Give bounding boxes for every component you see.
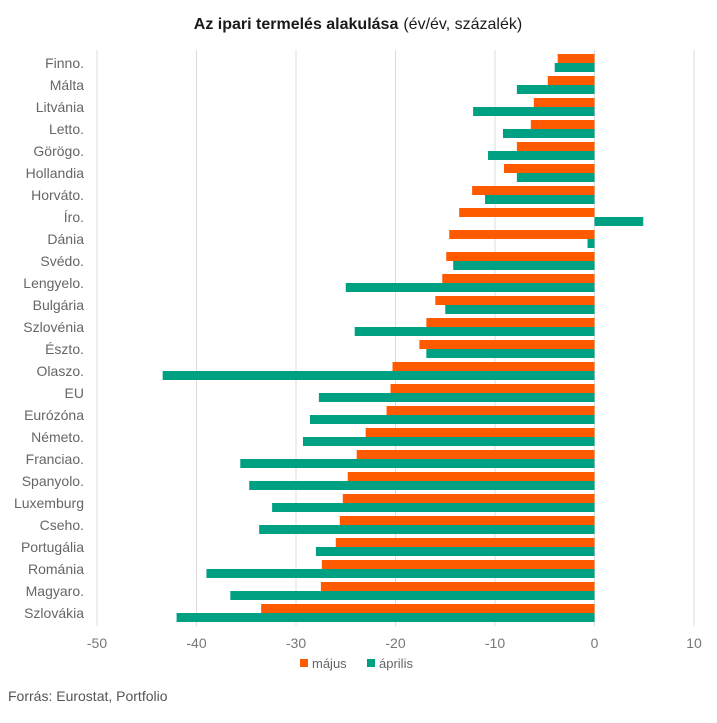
bar-aprilis xyxy=(206,569,595,578)
bar-majus xyxy=(557,54,595,63)
bar-aprilis xyxy=(230,591,595,600)
category-label: Málta xyxy=(50,77,84,93)
category-label: Hollandia xyxy=(26,165,85,181)
bar-majus xyxy=(459,208,595,217)
bar-aprilis xyxy=(445,305,595,314)
bar-aprilis xyxy=(594,217,644,226)
chart-title: Az ipari termelés alakulása xyxy=(194,16,399,33)
x-tick-label: 10 xyxy=(686,635,702,651)
bar-majus xyxy=(435,296,595,305)
bar-aprilis xyxy=(302,437,595,446)
category-label: Németo. xyxy=(31,429,84,445)
category-label: Románia xyxy=(28,561,84,577)
bar-aprilis xyxy=(516,85,595,94)
category-label: Litvánia xyxy=(36,99,84,115)
bar-aprilis xyxy=(249,481,595,490)
bar-majus xyxy=(442,274,595,283)
bar-aprilis xyxy=(502,129,595,138)
bar-aprilis xyxy=(240,459,595,468)
bar-aprilis xyxy=(272,503,595,512)
bar-aprilis xyxy=(516,173,595,182)
bar-majus xyxy=(339,516,595,525)
bar-aprilis xyxy=(259,525,595,534)
x-tick-label: -50 xyxy=(87,635,107,651)
bars xyxy=(162,54,644,622)
bar-majus xyxy=(392,362,595,371)
bar-majus xyxy=(426,318,595,327)
x-tick-label: -20 xyxy=(385,635,405,651)
category-label: Olaszo. xyxy=(37,363,84,379)
x-tick-label: 0 xyxy=(591,635,599,651)
bar-majus xyxy=(446,252,595,261)
bar-majus xyxy=(356,450,595,459)
chart-title-group: Az ipari termelés alakulása (év/év, száza… xyxy=(194,16,522,33)
bar-majus xyxy=(390,384,595,393)
legend: május április xyxy=(300,656,413,671)
bar-majus xyxy=(516,142,595,151)
bar-aprilis xyxy=(473,107,595,116)
category-label: Franciao. xyxy=(26,451,84,467)
source-note: Forrás: Eurostat, Portfolio xyxy=(8,688,168,704)
chart-subtitle: (év/év, százalék) xyxy=(403,16,522,33)
bar-majus xyxy=(342,494,595,503)
bar-majus xyxy=(261,604,595,613)
legend-swatch xyxy=(367,659,375,667)
x-tick-label: -40 xyxy=(186,635,206,651)
bar-majus xyxy=(335,538,595,547)
bar-majus xyxy=(449,230,595,239)
category-label: Svédo. xyxy=(40,253,84,269)
bar-majus xyxy=(321,560,595,569)
category-label: Észto. xyxy=(45,341,84,357)
bar-majus xyxy=(365,428,595,437)
bar-aprilis xyxy=(315,547,595,556)
category-label: Íro. xyxy=(64,209,84,225)
bar-aprilis xyxy=(162,371,595,380)
category-label: Portugália xyxy=(21,539,84,555)
bar-majus xyxy=(547,76,595,85)
legend-swatch xyxy=(300,659,308,667)
legend-label: április xyxy=(379,656,413,671)
bar-majus xyxy=(386,406,595,415)
bar-aprilis xyxy=(488,151,595,160)
bar-majus xyxy=(530,120,595,129)
legend-label: május xyxy=(312,656,347,671)
bar-aprilis xyxy=(309,415,595,424)
category-label: Spanyolo. xyxy=(22,473,84,489)
x-tick-label: -30 xyxy=(286,635,306,651)
category-label: Finno. xyxy=(45,55,84,71)
category-label: Szlovákia xyxy=(24,605,84,621)
bar-majus xyxy=(533,98,595,107)
bar-majus xyxy=(320,582,595,591)
bar-aprilis xyxy=(345,283,595,292)
category-label: Lengyelo. xyxy=(23,275,84,291)
category-label: Bulgária xyxy=(33,297,85,313)
category-label: Luxemburg xyxy=(14,495,84,511)
category-label: Dánia xyxy=(47,231,84,247)
category-label: Letto. xyxy=(49,121,84,137)
x-tick-label: -10 xyxy=(485,635,505,651)
bar-aprilis xyxy=(426,349,595,358)
category-label: Eurózóna xyxy=(24,407,84,423)
category-label: Szlovénia xyxy=(23,319,84,335)
category-label: Görögo. xyxy=(33,143,84,159)
category-label: Magyaro. xyxy=(26,583,84,599)
bar-aprilis xyxy=(554,63,595,72)
category-label: EU xyxy=(65,385,84,401)
category-labels: Finno. Málta Litvánia Letto. Görögo. Hollandi… xyxy=(14,55,84,621)
bar-aprilis xyxy=(318,393,595,402)
bar-majus xyxy=(503,164,595,173)
bar-majus xyxy=(419,340,595,349)
bar-aprilis xyxy=(354,327,595,336)
category-label: Cseho. xyxy=(40,517,84,533)
category-label: Horváto. xyxy=(31,187,84,203)
bar-majus xyxy=(472,186,595,195)
x-axis-ticks: -50 -40 -30 -20 -10 0 10 xyxy=(87,635,702,651)
bar-aprilis xyxy=(587,239,595,248)
bar-aprilis xyxy=(453,261,595,270)
bar-aprilis xyxy=(485,195,595,204)
bar-aprilis xyxy=(176,613,595,622)
bar-majus xyxy=(347,472,595,481)
